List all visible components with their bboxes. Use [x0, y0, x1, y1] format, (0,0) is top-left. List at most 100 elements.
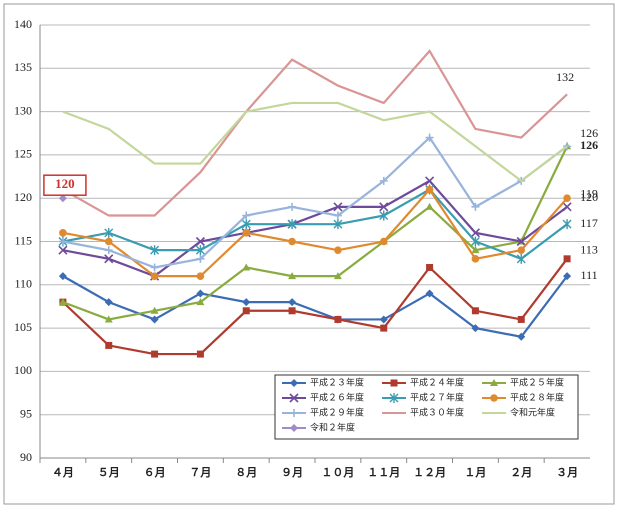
marker: [150, 306, 159, 314]
y-tick-label: 130: [14, 103, 32, 117]
x-tick-label: ９月: [281, 466, 303, 479]
y-tick-label: 95: [20, 406, 32, 420]
marker: [151, 350, 159, 358]
marker: [379, 210, 389, 221]
marker: [104, 227, 114, 238]
x-tick-label: １１月: [367, 466, 400, 479]
marker: [517, 332, 526, 341]
marker: [471, 324, 480, 333]
marker: [59, 229, 67, 237]
x-tick-label: ８月: [235, 466, 257, 479]
marker: [333, 219, 343, 230]
marker: [150, 315, 159, 324]
marker: [563, 194, 571, 202]
series-line: [62, 101, 568, 183]
series-line: [62, 275, 568, 338]
marker: [562, 219, 572, 230]
legend-label: 令和２年度: [310, 422, 355, 434]
series-line: [62, 258, 568, 356]
marker: [563, 255, 571, 263]
marker: [241, 219, 251, 230]
marker: [195, 236, 205, 247]
legend-label: 平成２９年度: [310, 407, 364, 419]
marker: [288, 272, 297, 280]
series-line: [62, 188, 568, 261]
marker: [196, 298, 205, 306]
marker: [333, 202, 343, 212]
marker: [196, 254, 205, 263]
marker: [517, 246, 526, 254]
marker: [58, 272, 67, 281]
marker: [425, 289, 434, 298]
marker: [290, 424, 298, 432]
y-tick-label: 105: [14, 320, 32, 334]
marker: [425, 176, 435, 186]
series-line: [62, 145, 569, 321]
y-tick-label: 120: [14, 190, 32, 204]
legend-label: 平成２７年度: [410, 392, 464, 404]
x-tick-label: １０月: [321, 466, 354, 479]
marker: [104, 298, 113, 307]
marker: [425, 133, 434, 142]
marker: [389, 393, 399, 403]
data-label: 120: [580, 190, 598, 204]
marker: [242, 307, 250, 315]
marker: [517, 315, 525, 323]
y-tick-label: 110: [14, 277, 32, 291]
data-label: 126: [580, 126, 598, 140]
legend-label: 令和元年度: [510, 407, 555, 419]
marker: [290, 409, 298, 417]
marker: [390, 379, 398, 387]
marker: [471, 246, 480, 254]
marker: [196, 350, 204, 358]
data-label: 120: [55, 176, 75, 191]
marker: [242, 211, 251, 220]
marker: [334, 315, 342, 323]
legend-label: 平成２３年度: [310, 377, 364, 389]
data-label: 111: [581, 268, 598, 282]
marker: [195, 245, 205, 256]
x-tick-label: ７月: [189, 466, 211, 479]
y-tick-label: 125: [14, 147, 32, 161]
marker: [58, 245, 68, 255]
marker: [562, 202, 572, 212]
marker: [150, 245, 160, 256]
marker: [289, 393, 299, 403]
marker: [426, 263, 434, 271]
marker: [379, 315, 388, 324]
marker: [334, 246, 342, 254]
marker: [287, 219, 297, 230]
marker: [333, 211, 342, 220]
marker: [288, 307, 296, 315]
data-label: 119: [580, 187, 598, 201]
series-line: [62, 49, 568, 217]
marker: [242, 298, 251, 307]
marker: [150, 272, 159, 280]
marker: [58, 194, 67, 203]
y-tick-label: 140: [14, 17, 32, 31]
legend-label: 平成２８年度: [510, 392, 564, 404]
marker: [425, 185, 434, 194]
y-tick-label: 115: [14, 233, 32, 247]
series-line: [62, 187, 568, 278]
x-tick-label: ２月: [510, 466, 532, 479]
marker: [104, 254, 114, 264]
marker: [288, 298, 297, 307]
marker: [516, 253, 526, 264]
marker: [58, 298, 67, 306]
x-tick-label: ４月: [52, 466, 74, 479]
y-tick-label: 90: [20, 450, 32, 464]
data-label-box: [43, 174, 87, 196]
marker: [333, 272, 342, 280]
marker: [242, 263, 251, 271]
x-tick-label: ３月: [556, 466, 578, 479]
marker: [58, 237, 67, 246]
data-label: 113: [580, 243, 598, 257]
marker: [196, 272, 205, 280]
marker: [470, 236, 480, 247]
marker: [288, 237, 296, 246]
series-line: [62, 135, 568, 269]
y-tick-label: 135: [14, 60, 32, 74]
marker: [288, 202, 297, 211]
